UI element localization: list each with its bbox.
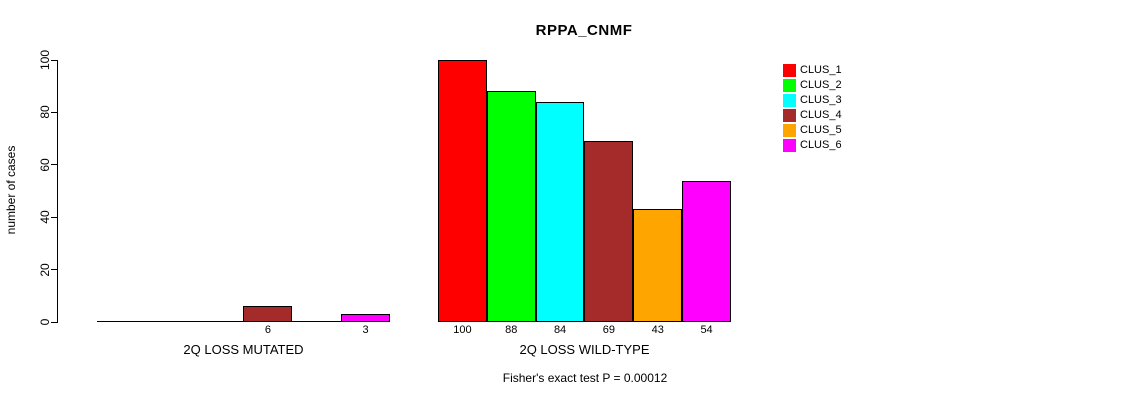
legend-swatch-clus_3 [783, 94, 796, 107]
bar-clus_5 [633, 209, 683, 322]
y-tick-label: 0 [38, 318, 52, 326]
y-tick-label: 40 [38, 210, 52, 224]
legend-label: CLUS_6 [800, 139, 842, 151]
bar-value-label: 84 [553, 324, 567, 336]
zero-bar-line [145, 321, 196, 322]
legend-swatch-clus_2 [783, 79, 796, 92]
bar-clus_4 [243, 306, 293, 322]
group-label: 2Q LOSS WILD-TYPE [519, 342, 650, 357]
bar-value-label: 88 [505, 324, 518, 336]
legend-entry: CLUS_4 [783, 108, 842, 123]
legend-swatch-clus_1 [783, 64, 796, 77]
y-tick-mark [51, 111, 57, 113]
legend-entry: CLUS_2 [783, 78, 842, 93]
chart-title: RPPA_CNMF [535, 22, 633, 39]
legend-label: CLUS_1 [800, 64, 842, 76]
legend-entry: CLUS_1 [783, 63, 842, 78]
y-tick-label: 60 [38, 158, 52, 172]
zero-bar-line [292, 321, 343, 322]
legend-label: CLUS_4 [800, 109, 842, 121]
bar-clus_2 [486, 91, 536, 322]
y-tick-label: 100 [38, 49, 52, 71]
bar-value-label: 54 [700, 324, 713, 336]
group-label: 2Q LOSS MUTATED [183, 342, 304, 357]
bar-value-label: 100 [453, 324, 472, 336]
legend-label: CLUS_3 [800, 94, 842, 106]
bar-value-label: 69 [602, 324, 616, 336]
legend-entry: CLUS_3 [783, 93, 842, 108]
bar-value-label: 43 [651, 324, 664, 336]
legend-label: CLUS_2 [800, 79, 842, 91]
footnote: Fisher's exact test P = 0.00012 [502, 371, 668, 385]
legend-label: CLUS_5 [800, 124, 842, 136]
bar-value-label: 3 [362, 324, 369, 336]
bar-clus_4 [584, 141, 634, 322]
y-tick-mark [51, 59, 57, 61]
bar-clus_3 [535, 101, 585, 322]
legend-entry: CLUS_6 [783, 138, 842, 153]
legend-swatch-clus_5 [783, 124, 796, 137]
legend-entry: CLUS_5 [783, 123, 842, 138]
y-tick-mark [51, 216, 57, 218]
y-tick-mark [51, 269, 57, 271]
y-tick-label: 80 [38, 105, 52, 120]
legend-swatch-clus_4 [783, 109, 796, 122]
bar-value-label: 6 [264, 324, 271, 336]
y-axis-label: number of cases [4, 145, 18, 235]
y-tick-mark [51, 164, 57, 166]
bar-clus_1 [438, 60, 487, 322]
zero-bar-line [194, 321, 245, 322]
y-axis-line [57, 60, 58, 323]
bar-clus_6 [341, 314, 390, 322]
zero-bar-line [97, 321, 147, 322]
bar-clus_6 [682, 180, 731, 322]
legend: CLUS_1 CLUS_2 CLUS_3 CLUS_4 CLUS_5 CLUS_6 [783, 63, 842, 153]
y-tick-mark [51, 321, 57, 323]
y-tick-label: 20 [38, 262, 52, 277]
legend-swatch-clus_6 [783, 139, 796, 152]
